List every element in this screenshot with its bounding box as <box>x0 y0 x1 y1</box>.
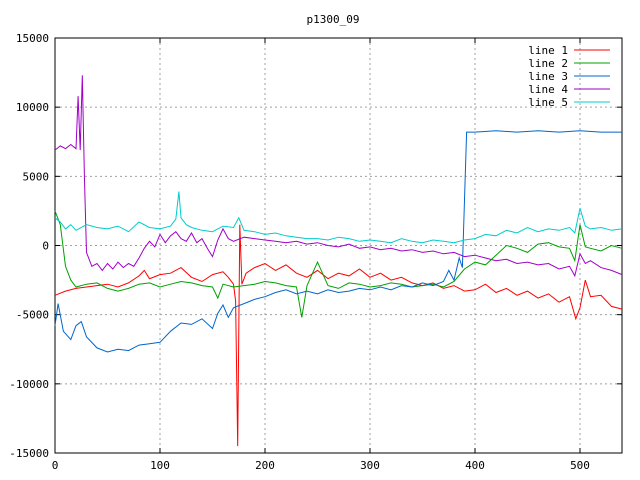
series-line-5 <box>54 191 623 244</box>
legend-label-3: line 3 <box>528 70 568 83</box>
legend-label-2: line 2 <box>528 57 568 70</box>
grid-lines <box>55 38 622 453</box>
y-tick-label: -15000 <box>9 447 49 460</box>
legend-label-5: line 5 <box>528 96 568 109</box>
x-tick-label: 200 <box>255 459 275 472</box>
series-line-3 <box>54 130 622 353</box>
series-line-2 <box>54 210 623 318</box>
x-tick-label: 100 <box>150 459 170 472</box>
series-line-1 <box>54 224 623 447</box>
x-tick-label: 300 <box>360 459 380 472</box>
y-tick-label: 5000 <box>23 170 50 183</box>
series-group <box>54 75 623 447</box>
legend-label-4: line 4 <box>528 83 568 96</box>
y-tick-label: -10000 <box>9 378 49 391</box>
chart-title: p1300_09 <box>307 13 360 26</box>
x-tick-label: 400 <box>465 459 485 472</box>
axis-ticks: 0 100 200 300 400 500 -15000 -10000 -5000 0 5000 10… <box>9 32 622 472</box>
y-tick-label: 15000 <box>16 32 49 45</box>
y-tick-label: 0 <box>42 240 49 253</box>
series-line-4 <box>54 75 623 278</box>
y-tick-label: -5000 <box>16 309 49 322</box>
x-tick-label: 0 <box>52 459 59 472</box>
y-tick-label: 10000 <box>16 101 49 114</box>
x-tick-label: 500 <box>570 459 590 472</box>
legend-label-1: line 1 <box>528 44 568 57</box>
